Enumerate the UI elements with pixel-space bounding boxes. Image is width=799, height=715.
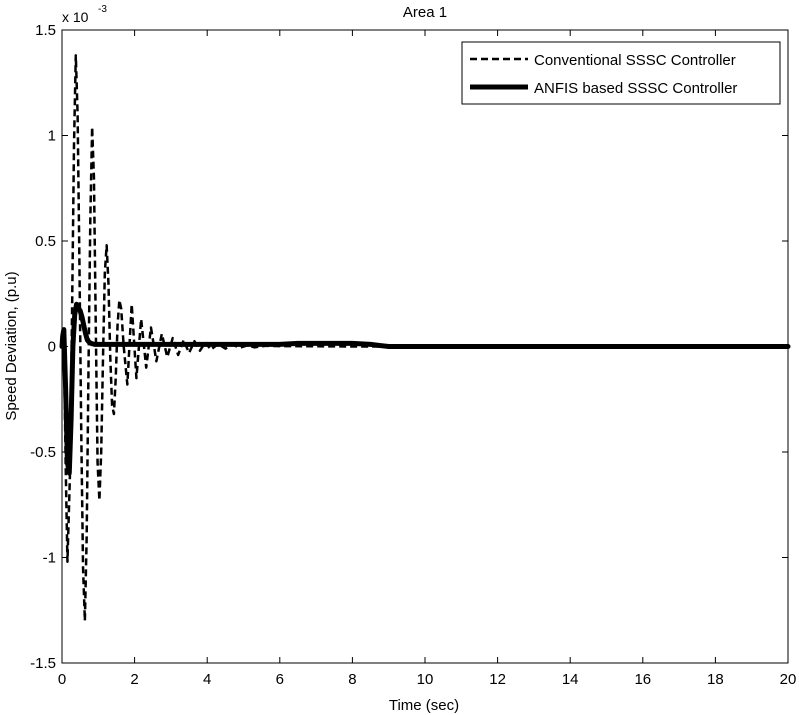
x-tick-label: 0 [58,671,66,688]
y-tick-label: 0 [48,339,56,356]
y-tick-label: 1 [48,128,56,145]
legend-label-anfis: ANFIS based SSSC Controller [534,80,737,97]
y-tick-label: 1.5 [35,22,56,39]
legend-label-conventional: Conventional SSSC Controller [534,52,736,69]
x-axis-label: Time (sec) [389,697,459,714]
x-tick-label: 12 [489,671,506,688]
axis-ticks: 0 2 4 6 8 10 12 14 16 18 20 1.5 1 0.5 0 -0.5 -1 -1.5 [30,22,796,688]
x-tick-label: 10 [417,671,434,688]
y-tick-label: -0.5 [30,444,56,461]
x-tick-label: 18 [707,671,724,688]
y-tick-label: -1.5 [30,655,56,672]
y-tick-label: 0.5 [35,233,56,250]
x-tick-label: 16 [634,671,651,688]
y-axis-label: Speed Deviation, (p.u) [3,271,20,420]
chart-title: Area 1 [403,4,447,21]
y-multiplier-exponent: -3 [98,4,107,15]
series-line-anfis [59,301,791,476]
x-tick-label: 8 [348,671,356,688]
y-multiplier: x 10 -3 [62,4,107,25]
series-line-conventional [60,54,788,623]
x-tick-label: 4 [203,671,211,688]
x-tick-label: 2 [130,671,138,688]
legend-box [461,41,781,105]
legend: Conventional SSSC Controller ANFIS based… [461,41,781,105]
y-tick-label: -1 [43,550,56,567]
x-tick-label: 14 [562,671,579,688]
series-layer [59,54,791,623]
x-tick-label: 20 [780,671,797,688]
x-tick-label: 6 [276,671,284,688]
y-multiplier-base: x 10 [62,9,89,25]
